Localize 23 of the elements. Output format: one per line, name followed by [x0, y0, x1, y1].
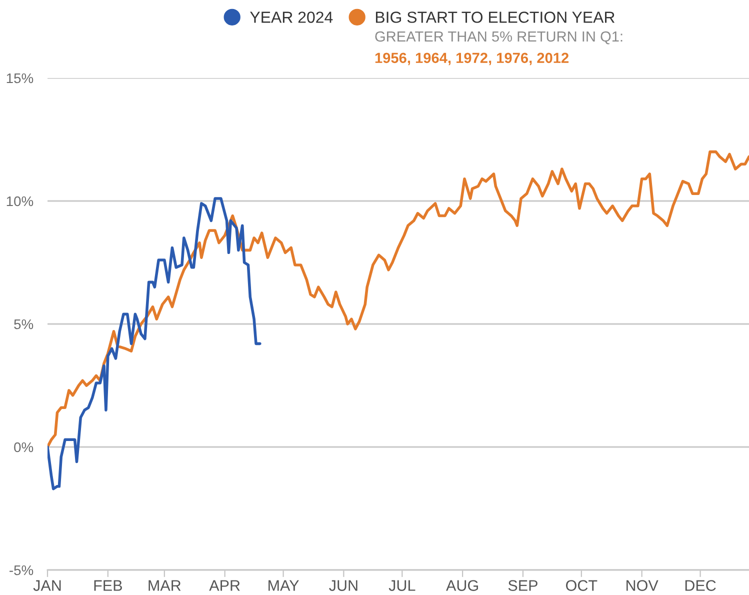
x-tick-label: NOV	[626, 580, 658, 591]
y-tick-label: 0%	[14, 442, 34, 452]
y-tick-label: 10%	[6, 196, 34, 206]
x-tick-label: APR	[209, 580, 240, 591]
x-tick-label: OCT	[566, 580, 598, 591]
line-series	[48, 150, 749, 448]
x-tick-label: AUG	[446, 580, 478, 591]
x-tick-label: SEP	[508, 580, 538, 591]
x-tick-label: DEC	[685, 580, 716, 591]
text: 1956, 1964, 1972, 1976, 2012	[375, 52, 569, 66]
y-tick-label: -5%	[10, 565, 34, 576]
y-tick-label: 5%	[14, 319, 34, 330]
x-tick-label: JUN	[329, 580, 358, 591]
x-tick-label: JUL	[388, 580, 416, 591]
y-tick-label: 15%	[6, 73, 34, 84]
legend-label: YEAR 2024	[250, 12, 333, 23]
x-tick-label: JAN	[33, 580, 61, 591]
legend-label: BIG START TO ELECTION YEAR	[376, 12, 615, 23]
line-series	[48, 197, 262, 490]
x-tick-label: FEB	[94, 580, 122, 591]
text: GREATER THAN 5% RETURN IN Q1:	[375, 31, 622, 44]
x-tick-label: MAR	[148, 580, 181, 591]
x-tick-label: MAY	[268, 580, 299, 591]
